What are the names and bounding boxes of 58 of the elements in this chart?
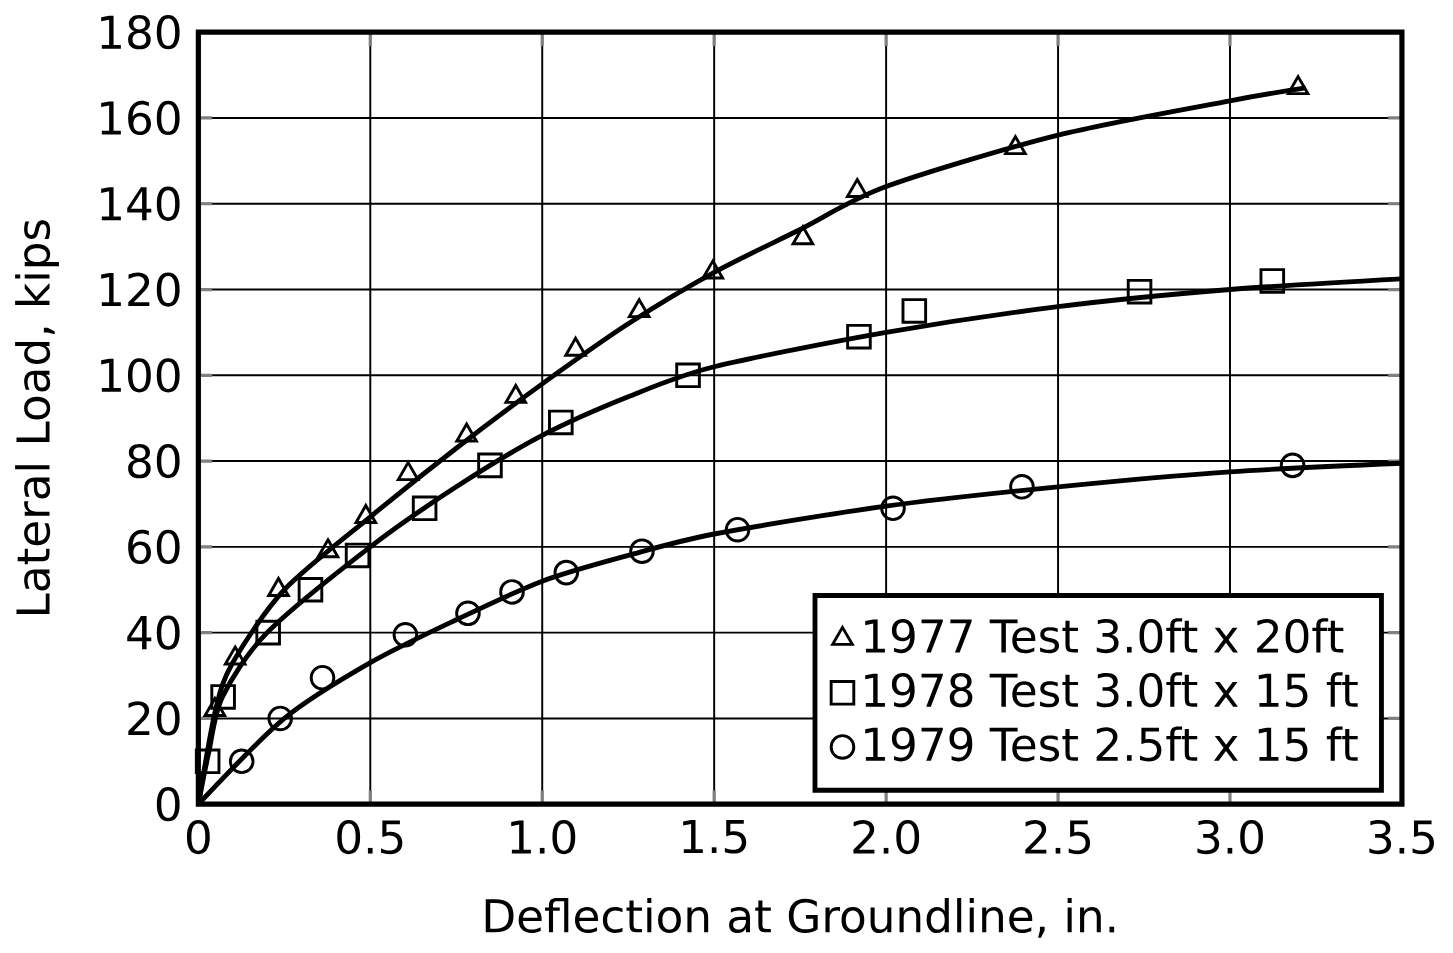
point: [309, 665, 336, 691]
y-tick-label: 0: [156, 787, 180, 822]
x-axis-title: Deflection at Groundline, in.: [485, 898, 1115, 938]
point: [627, 298, 651, 319]
y-tick-label: 120: [101, 272, 180, 307]
point: [255, 620, 281, 646]
point: [845, 178, 869, 199]
point: [267, 705, 293, 732]
y-tick-label: 60: [128, 529, 180, 565]
point: [791, 225, 815, 246]
point: [629, 538, 655, 565]
point: [392, 622, 419, 648]
x-tick-label: 2.5: [1025, 820, 1091, 855]
point: [553, 559, 580, 586]
point: [210, 684, 236, 710]
point: [701, 259, 725, 280]
x-tick-label: 0.5: [337, 820, 403, 855]
y-tick-label: 160: [101, 100, 180, 136]
y-axis-title: Lateral Load, kips: [15, 220, 59, 615]
legend-label: 1978 Test 3.0ft x 15 ft: [865, 672, 1358, 708]
x-tick-label: 1.5: [683, 820, 747, 854]
point: [880, 495, 906, 522]
point: [396, 461, 420, 482]
point: [901, 298, 928, 324]
x-tick-label: 2.0: [853, 820, 920, 855]
point: [477, 452, 503, 479]
point: [548, 409, 574, 436]
x-tick-label: 3.5: [1369, 820, 1434, 855]
y-tick-label: 20: [128, 701, 180, 736]
point: [1286, 75, 1310, 96]
point: [1279, 452, 1306, 479]
point: [724, 517, 751, 543]
point: [499, 579, 525, 605]
point: [675, 362, 701, 389]
y-tick-label: 140: [101, 186, 180, 222]
legend-label: 1977 Test 3.0ft x 20ft: [865, 618, 1344, 654]
point: [1126, 279, 1153, 305]
point: [194, 748, 221, 775]
point: [1004, 135, 1027, 156]
point: [1259, 268, 1286, 294]
legend-label: 1979 Test 2.5ft x 15 ft: [865, 726, 1358, 762]
point: [846, 324, 872, 350]
y-tick-label: 40: [127, 615, 180, 650]
point: [228, 748, 255, 775]
point: [455, 600, 481, 627]
y-tick-label: 100: [101, 358, 180, 393]
x-tick-label: 1.0: [511, 820, 576, 855]
point: [504, 384, 528, 405]
y-tick-label: 80: [128, 444, 180, 479]
point: [564, 336, 587, 357]
point: [344, 542, 371, 569]
point: [411, 495, 438, 522]
point: [1009, 474, 1035, 500]
x-tick-label: 0: [186, 820, 210, 855]
point: [297, 577, 324, 603]
y-tick-label: 180: [101, 15, 180, 50]
point: [354, 504, 378, 525]
x-tick-label: 3.0: [1197, 820, 1263, 855]
